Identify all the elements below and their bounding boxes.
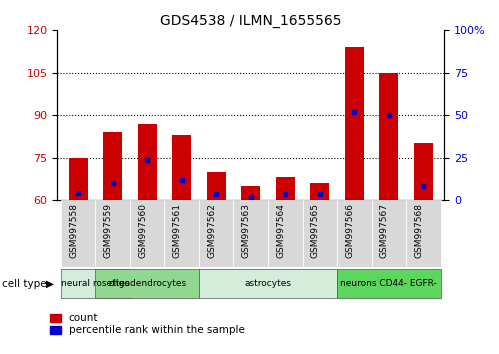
Bar bbox=[379, 73, 398, 200]
Legend: count, percentile rank within the sample: count, percentile rank within the sample bbox=[50, 313, 245, 335]
FancyBboxPatch shape bbox=[268, 200, 302, 267]
Text: neurons CD44- EGFR-: neurons CD44- EGFR- bbox=[340, 279, 437, 288]
FancyBboxPatch shape bbox=[337, 269, 441, 297]
FancyBboxPatch shape bbox=[95, 200, 130, 267]
Text: GSM997560: GSM997560 bbox=[138, 203, 147, 258]
Bar bbox=[172, 135, 191, 200]
Bar bbox=[241, 186, 260, 200]
FancyBboxPatch shape bbox=[199, 269, 337, 297]
Bar bbox=[310, 183, 329, 200]
Text: ▶: ▶ bbox=[46, 279, 54, 289]
FancyBboxPatch shape bbox=[130, 200, 165, 267]
FancyBboxPatch shape bbox=[61, 269, 130, 297]
Text: GSM997562: GSM997562 bbox=[207, 203, 216, 258]
Bar bbox=[207, 172, 226, 200]
FancyBboxPatch shape bbox=[337, 200, 372, 267]
FancyBboxPatch shape bbox=[61, 200, 95, 267]
FancyBboxPatch shape bbox=[302, 200, 337, 267]
Text: neural rosettes: neural rosettes bbox=[61, 279, 130, 288]
Text: astrocytes: astrocytes bbox=[245, 279, 291, 288]
FancyBboxPatch shape bbox=[234, 200, 268, 267]
Text: GSM997558: GSM997558 bbox=[69, 203, 78, 258]
Text: GSM997565: GSM997565 bbox=[311, 203, 320, 258]
FancyBboxPatch shape bbox=[165, 200, 199, 267]
Title: GDS4538 / ILMN_1655565: GDS4538 / ILMN_1655565 bbox=[160, 14, 341, 28]
Text: oligodendrocytes: oligodendrocytes bbox=[108, 279, 186, 288]
FancyBboxPatch shape bbox=[372, 200, 406, 267]
Text: GSM997563: GSM997563 bbox=[242, 203, 251, 258]
Text: GSM997564: GSM997564 bbox=[276, 203, 285, 258]
FancyBboxPatch shape bbox=[95, 269, 199, 297]
Text: GSM997559: GSM997559 bbox=[104, 203, 113, 258]
FancyBboxPatch shape bbox=[199, 200, 234, 267]
Text: GSM997567: GSM997567 bbox=[380, 203, 389, 258]
Bar bbox=[138, 124, 157, 200]
FancyBboxPatch shape bbox=[406, 200, 441, 267]
Bar bbox=[345, 47, 364, 200]
Bar bbox=[68, 158, 88, 200]
Bar bbox=[276, 177, 295, 200]
Bar bbox=[414, 143, 433, 200]
Bar bbox=[103, 132, 122, 200]
Text: GSM997568: GSM997568 bbox=[414, 203, 423, 258]
Text: cell type: cell type bbox=[2, 279, 47, 289]
Text: GSM997566: GSM997566 bbox=[345, 203, 354, 258]
Text: GSM997561: GSM997561 bbox=[173, 203, 182, 258]
